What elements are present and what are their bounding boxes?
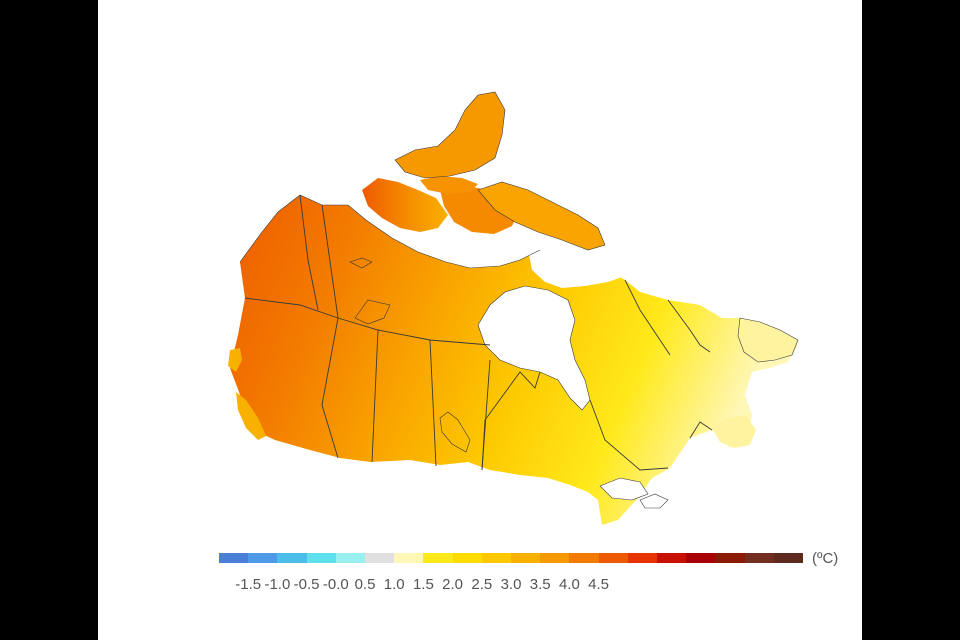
scale-swatch bbox=[627, 553, 658, 563]
scale-tick-label: -1.0 bbox=[264, 576, 291, 593]
scale-swatch bbox=[277, 553, 307, 563]
scale-swatch bbox=[248, 553, 278, 563]
scale-swatch bbox=[715, 553, 745, 563]
provincial-borders bbox=[244, 194, 713, 471]
scale-tick-label: -0.5 bbox=[293, 576, 320, 593]
scale-swatch bbox=[686, 553, 716, 563]
scale-tick-label: 2.0 bbox=[442, 576, 464, 593]
scale-tick-label: 4.5 bbox=[588, 576, 610, 593]
coastlines bbox=[239, 91, 799, 453]
scale-swatch bbox=[511, 553, 541, 563]
scale-swatch bbox=[306, 553, 336, 563]
baffin-island bbox=[478, 182, 605, 250]
scale-unit-label: (ºC) bbox=[812, 550, 839, 567]
scale-swatch bbox=[540, 553, 570, 563]
scale-tick-label: 1.0 bbox=[383, 576, 405, 593]
color-scale-bar bbox=[219, 553, 804, 563]
scale-tick-label: 3.5 bbox=[529, 576, 551, 593]
arctic-island-west bbox=[362, 178, 448, 232]
scale-swatch bbox=[335, 553, 366, 563]
vancouver-island bbox=[236, 392, 266, 440]
scale-swatch bbox=[481, 553, 512, 563]
hudson-strait bbox=[528, 240, 625, 288]
scale-swatch bbox=[394, 553, 424, 563]
scale-swatch bbox=[423, 553, 453, 563]
devon-island bbox=[420, 176, 478, 194]
hudson-bay bbox=[478, 286, 590, 410]
newfoundland bbox=[738, 318, 798, 362]
scale-tick-label: -0.0 bbox=[322, 576, 349, 593]
scale-swatch bbox=[773, 553, 804, 563]
scale-swatch bbox=[569, 553, 599, 563]
scale-swatch bbox=[452, 553, 482, 563]
maritimes bbox=[712, 415, 756, 448]
scale-swatch bbox=[598, 553, 628, 563]
scale-tick-label: 2.5 bbox=[471, 576, 493, 593]
scale-tick-label: 0.5 bbox=[354, 576, 376, 593]
scale-swatch bbox=[219, 553, 249, 563]
scale-tick-label: 1.5 bbox=[412, 576, 434, 593]
scale-swatch bbox=[744, 553, 774, 563]
scale-tick-label: -1.5 bbox=[235, 576, 262, 593]
scale-tick-label: 4.0 bbox=[558, 576, 580, 593]
scale-swatch bbox=[657, 553, 687, 563]
great-lakes bbox=[599, 477, 669, 509]
scale-swatch bbox=[365, 553, 395, 563]
scale-tick-label: 3.0 bbox=[500, 576, 522, 593]
haida-gwaii bbox=[228, 348, 242, 372]
